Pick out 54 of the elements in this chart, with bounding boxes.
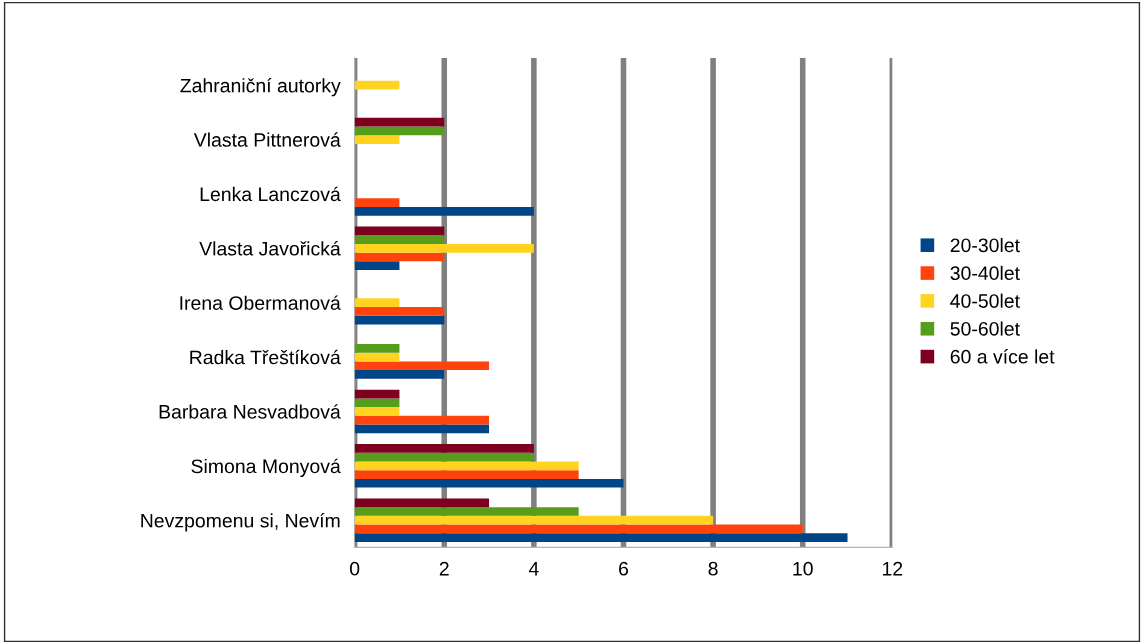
bar [354, 452, 534, 462]
x-tick-label: 10 [793, 561, 813, 576]
bar [354, 198, 400, 207]
bar [354, 407, 400, 416]
bar [354, 507, 579, 516]
bar [354, 415, 490, 425]
y-tick-label: Irena Obermanová [180, 295, 341, 310]
bar [354, 235, 445, 244]
bar [354, 135, 400, 144]
bar [354, 252, 445, 262]
bar [354, 389, 400, 399]
x-tick-label: 12 [882, 561, 903, 576]
x-tick-label: 6 [619, 561, 629, 576]
legend-label: 60 a více let [950, 349, 1055, 364]
bar [354, 498, 490, 508]
y-tick-label: Lenka Lanczová [200, 186, 341, 202]
bar [354, 398, 400, 408]
bar [354, 298, 400, 308]
bar [354, 361, 490, 371]
y-tick-label: Barbara Nesvadbová [159, 404, 341, 419]
x-tick-label: 4 [528, 562, 539, 576]
y-tick-label: Zahraniční autorky [180, 77, 341, 97]
legend-label: 30-40let [950, 265, 1020, 281]
y-tick-label: Radka Třeštíková [190, 349, 341, 365]
bar [354, 444, 534, 453]
y-tick-label: Vlasta Javořická [199, 241, 341, 256]
x-tick-label: 2 [439, 561, 449, 576]
bar [354, 307, 445, 316]
bar [354, 226, 445, 236]
bar [354, 478, 624, 488]
bar [354, 515, 714, 525]
bar [354, 533, 848, 542]
x-tick-label: 8 [708, 561, 718, 576]
legend-label: 50-60let [950, 321, 1020, 336]
bar [354, 126, 445, 136]
bar [354, 352, 400, 362]
bar [354, 344, 400, 353]
bar [354, 424, 490, 434]
y-tick-label: Simona Monyová [191, 458, 341, 478]
bar [354, 461, 579, 471]
legend-label: 20-30let [950, 237, 1020, 253]
bar [354, 117, 445, 127]
bar [354, 80, 400, 90]
bar [354, 261, 400, 271]
y-tick-label: Vlasta Pittnerová [193, 132, 341, 147]
bar [354, 315, 445, 325]
bar [354, 470, 579, 479]
bar [354, 370, 445, 379]
bar [354, 206, 534, 216]
x-tick-label: 0 [349, 561, 360, 576]
y-tick-label: Nevzpomenu si, Nevím [141, 513, 340, 532]
bar [354, 524, 803, 534]
legend-label: 40-50let [950, 293, 1020, 308]
bar [354, 243, 534, 253]
